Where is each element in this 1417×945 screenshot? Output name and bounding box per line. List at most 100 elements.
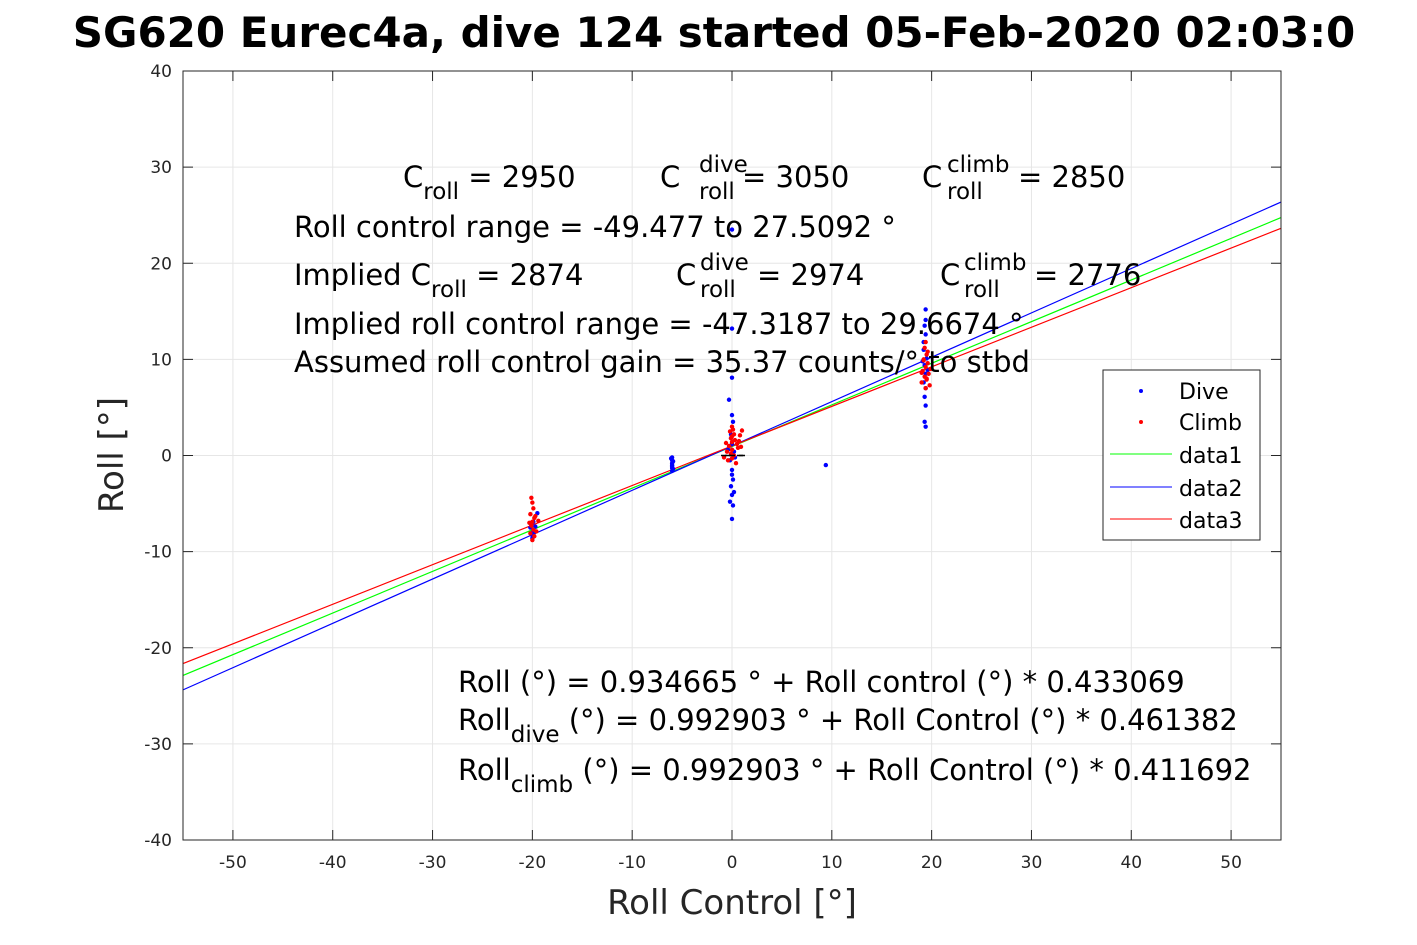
annotation-c-roll-climb: C	[922, 160, 942, 194]
data-point-dive	[730, 419, 736, 425]
data-point-climb	[531, 506, 536, 511]
x-tick-label: -20	[518, 853, 546, 873]
data-point-climb	[529, 495, 534, 500]
data-point-climb	[533, 513, 538, 519]
annotation-gain: Assumed roll control gain = 35.37 counts…	[294, 345, 1030, 379]
data-point-dive	[923, 403, 928, 408]
data-point-climb	[921, 358, 926, 363]
legend-label-climb: Climb	[1179, 411, 1242, 436]
data-point-climb	[923, 386, 928, 391]
annotation-fit-climb: Rollclimb (°) = 0.992903 ° + Roll Contro…	[458, 753, 1251, 798]
annotation-implied-range: Implied roll control range = -47.3187 to…	[294, 307, 1024, 341]
y-tick-label: -10	[144, 543, 172, 563]
annotation-implied-c-roll-dive: C	[676, 258, 696, 292]
data-point-climb	[919, 370, 924, 376]
annotation-c-roll-climb-sub: roll	[947, 179, 983, 205]
data-point-climb	[927, 383, 932, 388]
data-point-climb	[723, 440, 729, 446]
legend-label-dive: Dive	[1179, 380, 1229, 405]
x-tick-label: -40	[319, 853, 347, 873]
annotation-implied-c-roll-dive-value: = 2974	[757, 258, 864, 292]
annotation-implied-c-roll-dive-sup: dive	[700, 250, 749, 276]
data-point-climb	[528, 511, 533, 517]
annotation-roll-control-range: Roll control range = -49.477 to 27.5092 …	[294, 210, 896, 244]
x-axis-label: Roll Control [°]	[607, 883, 857, 923]
data-point-climb	[536, 518, 541, 524]
y-tick-label: -20	[144, 639, 172, 659]
y-tick-label: -40	[144, 831, 172, 851]
annotation-c-roll-climb-value: = 2850	[1018, 160, 1125, 194]
data-point-dive	[727, 499, 733, 504]
data-point-climb	[737, 433, 743, 438]
data-point-dive	[669, 465, 675, 471]
data-point-dive	[923, 332, 928, 337]
legend-label-data3: data3	[1179, 509, 1243, 534]
annotation-c-roll-dive-sup: dive	[699, 152, 748, 178]
data-point-dive	[729, 227, 735, 232]
data-point-dive	[922, 419, 927, 425]
y-tick-label: 0	[161, 447, 172, 467]
annotation-c-roll-climb-sup: climb	[947, 152, 1009, 178]
data-point-climb	[724, 449, 730, 454]
annotation-implied-c-roll-dive-sub: roll	[700, 277, 736, 303]
data-point-dive	[729, 375, 735, 380]
data-point-climb	[530, 500, 535, 505]
x-tick-label: 0	[727, 853, 738, 873]
data-point-climb	[919, 380, 924, 385]
data-point-climb	[739, 428, 745, 433]
data-point-climb	[528, 531, 533, 536]
data-point-climb	[923, 364, 928, 370]
data-point-dive	[729, 472, 735, 477]
data-point-climb	[926, 371, 931, 376]
data-point-dive	[729, 467, 735, 473]
data-point-climb	[729, 447, 735, 452]
data-point-climb	[729, 456, 735, 461]
data-point-climb	[532, 534, 537, 539]
y-tick-labels: -40 -30 -20 -10 0 10 20 30 40	[144, 62, 172, 851]
x-tick-label: 40	[1120, 853, 1142, 873]
legend: Dive Climb data1 data2 data3	[1102, 369, 1261, 541]
data-point-dive	[730, 477, 736, 482]
data-point-dive	[729, 516, 735, 522]
legend-marker-dive	[1139, 389, 1143, 393]
annotation-fit-all: Roll (°) = 0.934665 ° + Roll control (°)…	[458, 665, 1185, 699]
x-tick-label: -50	[219, 853, 247, 873]
data-point-climb	[928, 366, 933, 372]
data-point-dive	[670, 459, 676, 464]
y-axis-label: Roll [°]	[92, 397, 132, 513]
annotations: Croll = 2950 C dive roll = 3050 C climb …	[294, 152, 1251, 798]
x-tick-label: 20	[921, 853, 943, 873]
data-point-dive	[729, 412, 735, 418]
plot-frame	[182, 70, 1282, 841]
annotation-implied-c-roll-climb-value: = 2776	[1034, 258, 1141, 292]
annotation-implied-c-roll-climb-sup: climb	[964, 250, 1026, 276]
data-point-dive	[923, 307, 928, 312]
data-point-climb	[738, 444, 744, 450]
data-point-dive	[922, 323, 927, 328]
x-tick-label: -30	[419, 853, 447, 873]
y-tick-label: 30	[150, 158, 172, 178]
data-point-climb	[924, 376, 929, 381]
annotation-implied-c-roll-climb-sub: roll	[964, 277, 1000, 303]
data-point-climb	[726, 443, 732, 449]
grid	[183, 70, 1281, 841]
y-tick-label: -30	[144, 735, 172, 755]
data-point-climb	[725, 458, 731, 463]
data-points	[527, 227, 933, 543]
data-point-dive	[729, 326, 735, 331]
legend-label-data2: data2	[1179, 477, 1243, 502]
data-point-climb	[925, 349, 930, 354]
data-point-climb	[527, 520, 532, 525]
data-point-climb	[534, 529, 539, 534]
data-point-dive	[923, 317, 928, 323]
data-point-climb	[727, 429, 733, 434]
data-point-climb	[736, 438, 742, 444]
data-point-climb	[729, 439, 735, 445]
data-point-climb	[728, 435, 734, 441]
data-point-climb	[721, 455, 727, 460]
annotation-c-roll-dive-value: = 3050	[742, 160, 849, 194]
data-point-climb	[922, 345, 927, 351]
data-point-dive	[923, 424, 928, 429]
data-point-climb	[530, 537, 535, 543]
